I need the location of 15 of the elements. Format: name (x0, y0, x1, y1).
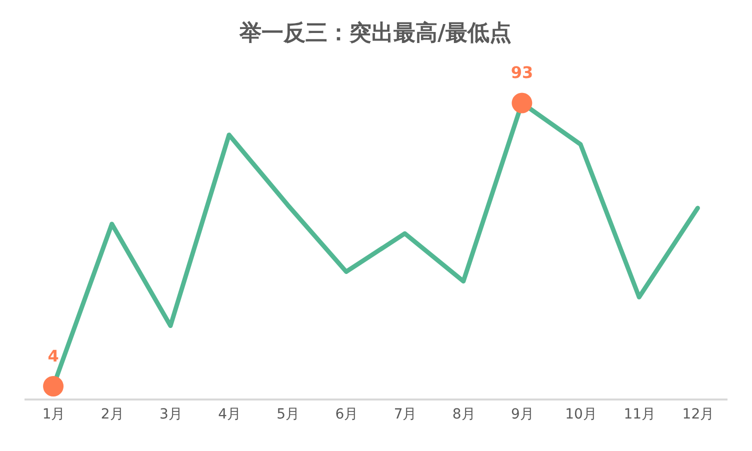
x-tick-label: 6月 (335, 406, 358, 422)
chart-title: 举一反三：突出最高/最低点 (238, 20, 512, 46)
x-tick-label: 7月 (394, 406, 417, 422)
x-tick-label: 5月 (276, 406, 300, 422)
x-tick-label: 1月 (42, 406, 66, 422)
data-label: 4 (48, 346, 59, 366)
data-label: 93 (510, 63, 534, 82)
x-tick-label: 12月 (682, 406, 714, 422)
x-tick-label: 2月 (100, 406, 124, 422)
x-tick-label: 10月 (565, 406, 597, 422)
x-tick-label: 11月 (624, 406, 656, 422)
x-tick-label: 8月 (452, 406, 476, 422)
x-tick-label: 3月 (159, 406, 182, 422)
x-tick-label: 9月 (510, 406, 534, 422)
x-tick-label: 4月 (218, 406, 242, 422)
